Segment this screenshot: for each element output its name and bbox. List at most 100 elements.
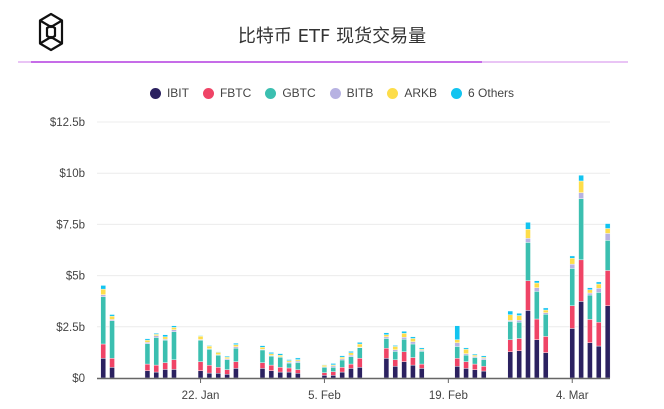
bar-segment-arkb[interactable]: Feb 13 ARKB: $0.16b [392,346,398,350]
bar-segment-fbtc[interactable]: Jan 29 FBTC: $0.28b [259,362,266,369]
bar-segment-bitb[interactable]: Mar 6 BITB: $0.1b [587,292,593,296]
bar-segment-arkb[interactable]: Feb 9 ARKB: $0.15b [357,343,363,348]
bar-segment-6-others[interactable]: Jan 12 6 Others: $0.08b [109,314,115,317]
bar-segment-gbtc[interactable]: Mar 1 GBTC: $1.08b [542,314,549,337]
bar-segment-arkb[interactable]: Feb 28 ARKB: $0.44b [525,229,531,239]
bar-segment-arkb[interactable]: Jan 23 ARKB: $0.13b [206,345,213,349]
bar-segment-fbtc[interactable]: Feb 2 FBTC: $0.18b [295,369,301,374]
bar-segment-ibit[interactable]: Mar 8 IBIT: $3.53b [604,305,611,379]
bar-segment-arkb[interactable]: Jan 18 ARKB: $0.11b [162,336,168,340]
bar-segment-6-others[interactable]: Feb 8 6 Others: $0.07b [348,351,354,354]
bar-segment-gbtc[interactable]: Feb 23 GBTC: $0.32b [481,359,487,367]
bar-segment-arkb[interactable]: Mar 4 ARKB: $0.29b [569,257,575,265]
bar-segment-gbtc[interactable]: Feb 29 GBTC: $1.35b [534,291,540,320]
bar-segment-fbtc[interactable]: Feb 26 FBTC: $0.59b [507,339,513,352]
bar-segment-gbtc[interactable]: Mar 6 GBTC: $1.19b [587,294,593,320]
bar-segment-ibit[interactable]: Feb 2 IBIT: $0.23b [295,373,301,379]
bar-segment-gbtc[interactable]: Jan 17 GBTC: $1.35b [153,337,159,366]
bar-segment-ibit[interactable]: Feb 29 IBIT: $1.87b [534,339,540,379]
bar-segment-gbtc[interactable]: Jan 25 GBTC: $0.48b [224,359,230,370]
bar-segment-gbtc[interactable]: Feb 20 GBTC: $0.58b [454,346,460,359]
bar-segment-fbtc[interactable]: Jan 17 FBTC: $0.34b [153,364,159,373]
bar-segment-gbtc[interactable]: Feb 13 GBTC: $0.41b [392,351,398,360]
bar-segment-arkb[interactable]: Feb 29 ARKB: $0.23b [534,282,540,288]
bar-segment-fbtc[interactable]: Jan 24 FBTC: $0.29b [215,367,221,374]
bar-segment-gbtc[interactable]: Mar 7 GBTC: $1.46b [596,292,602,323]
bar-segment-6-others[interactable]: Jan 16 6 Others: $0.07b [144,338,151,341]
bar-segment-6-others[interactable]: Feb 27 6 Others: $0.11b [516,313,522,316]
bar-segment-fbtc[interactable]: Jan 22 FBTC: $0.44b [197,361,204,371]
bar-segment-fbtc[interactable]: Mar 8 FBTC: $1.72b [604,270,611,306]
bar-segment-arkb[interactable]: Jan 22 ARKB: $0.16b [197,336,204,340]
bar-segment-bitb[interactable]: Feb 6 BITB: $0.07b [330,365,336,368]
bar-segment-gbtc[interactable]: Jan 30 GBTC: $0.44b [268,355,275,366]
bar-segment-arkb[interactable]: Mar 6 ARKB: $0.16b [587,289,593,294]
bar-segment-6-others[interactable]: Feb 29 6 Others: $0.11b [534,280,540,284]
bar-segment-gbtc[interactable]: Jan 31 GBTC: $0.49b [277,357,283,368]
bar-segment-6-others[interactable]: Mar 8 6 Others: $0.24b [604,223,611,229]
bar-segment-arkb[interactable]: Feb 1 ARKB: $0.07b [286,360,292,363]
bar-segment-gbtc[interactable]: Jan 12 GBTC: $1.84b [109,320,115,359]
bar-segment-fbtc[interactable]: Feb 22 FBTC: $0.27b [472,363,478,370]
bar-segment-gbtc[interactable]: Feb 7 GBTC: $0.36b [339,359,345,368]
bar-segment-fbtc[interactable]: Jan 31 FBTC: $0.23b [277,367,283,373]
bar-segment-6-others[interactable]: Feb 20 6 Others: $0.68b [454,325,460,340]
bar-segment-fbtc[interactable]: Feb 13 FBTC: $0.32b [392,359,398,367]
bar-segment-gbtc[interactable]: Feb 8 GBTC: $0.36b [348,356,354,365]
bar-segment-bitb[interactable]: Feb 8 BITB: $0.08b [348,354,354,357]
bar-segment-gbtc[interactable]: Feb 1 GBTC: $0.24b [286,362,292,369]
bar-segment-fbtc[interactable]: Feb 28 FBTC: $1.45b [525,280,531,311]
bar-segment-ibit[interactable]: Feb 8 IBIT: $0.47b [348,368,354,379]
bar-segment-ibit[interactable]: Feb 21 IBIT: $0.47b [463,368,469,379]
bar-segment-fbtc[interactable]: Feb 20 FBTC: $0.39b [454,358,460,367]
bar-segment-ibit[interactable]: Feb 15 IBIT: $0.63b [410,364,416,379]
bar-segment-ibit[interactable]: Feb 13 IBIT: $0.57b [392,366,398,379]
bar-segment-arkb[interactable]: Feb 22 ARKB: $0.07b [472,354,478,357]
bar-segment-ibit[interactable]: Feb 20 IBIT: $0.57b [454,366,460,379]
bar-segment-arkb[interactable]: Feb 14 ARKB: $0.19b [401,333,407,338]
bar-segment-gbtc[interactable]: Feb 14 GBTC: $0.61b [401,339,407,352]
bar-segment-6-others[interactable]: Jan 24 6 Others: $0.03b [215,351,221,353]
bar-segment-bitb[interactable]: Mar 4 BITB: $0.21b [569,263,575,269]
bar-segment-ibit[interactable]: Jan 29 IBIT: $0.47b [259,368,266,379]
bar-segment-gbtc[interactable]: Jan 16 GBTC: $0.99b [144,343,151,365]
bar-segment-bitb[interactable]: Feb 13 BITB: $0.08b [392,349,398,352]
bar-segment-6-others[interactable]: Feb 16 6 Others: $0.07b [419,347,425,350]
bar-segment-6-others[interactable]: Feb 15 6 Others: $0.08b [410,336,416,339]
bar-segment-ibit[interactable]: Feb 5 IBIT: $0.13b [321,375,328,379]
bar-segment-6-others[interactable]: Feb 21 6 Others: $0.07b [463,347,469,350]
bar-segment-arkb[interactable]: Jan 19 ARKB: $0.11b [171,327,177,330]
bar-segment-arkb[interactable]: Jan 30 ARKB: $0.08b [268,353,275,356]
bar-segment-bitb[interactable]: Feb 20 BITB: $0.18b [454,342,460,347]
bar-segment-6-others[interactable]: Jan 29 6 Others: $0.08b [259,345,266,348]
bar-segment-ibit[interactable]: Mar 6 IBIT: $1.72b [587,342,593,379]
bar-segment-fbtc[interactable]: Jan 19 FBTC: $0.47b [171,359,177,370]
bar-segment-fbtc[interactable]: Jan 23 FBTC: $0.38b [206,365,213,374]
bar-segment-ibit[interactable]: Feb 9 IBIT: $0.52b [357,367,363,379]
bar-segment-arkb[interactable]: Jan 25 ARKB: $0.07b [224,357,230,359]
bar-segment-bitb[interactable]: Jan 11 BITB: $0.1b [100,294,106,297]
bar-segment-bitb[interactable]: Feb 27 BITB: $0.1b [516,320,522,323]
bar-segment-fbtc[interactable]: Mar 7 FBTC: $1.16b [596,322,602,347]
bar-segment-arkb[interactable]: Jan 11 ARKB: $0.27b [100,288,106,295]
bar-segment-fbtc[interactable]: Feb 5 FBTC: $0.13b [321,372,328,376]
bar-segment-ibit[interactable]: Mar 5 IBIT: $3.74b [578,301,584,379]
bar-segment-arkb[interactable]: Jan 29 ARKB: $0.1b [259,347,266,350]
bar-segment-arkb[interactable]: Jan 26 ARKB: $0.1b [233,344,239,347]
bar-segment-ibit[interactable]: Feb 7 IBIT: $0.29b [339,371,345,379]
bar-segment-gbtc[interactable]: Jan 23 GBTC: $0.78b [206,349,213,366]
bar-segment-fbtc[interactable]: Jan 26 FBTC: $0.33b [233,361,239,369]
bar-segment-bitb[interactable]: Feb 28 BITB: $0.2b [525,238,531,243]
bar-segment-arkb[interactable]: Feb 5 ARKB: $0.07b [321,365,328,367]
bar-segment-ibit[interactable]: Feb 28 IBIT: $3.3b [525,310,531,379]
bar-segment-6-others[interactable]: Jan 22 6 Others: $0.03b [197,335,204,337]
bar-segment-arkb[interactable]: Feb 21 ARKB: $0.21b [463,349,469,354]
bar-segment-gbtc[interactable]: Mar 8 GBTC: $1.47b [604,240,611,271]
bar-segment-ibit[interactable]: Jan 24 IBIT: $0.23b [215,373,221,379]
bar-segment-bitb[interactable]: Feb 12 BITB: $0.08b [383,336,390,339]
bar-segment-fbtc[interactable]: Feb 14 FBTC: $0.48b [401,351,407,362]
bar-segment-gbtc[interactable]: Feb 21 GBTC: $0.32b [463,354,469,362]
bar-segment-gbtc[interactable]: Feb 22 GBTC: $0.32b [472,357,478,365]
bar-segment-6-others[interactable]: Feb 13 6 Others: $0.05b [392,345,398,347]
bar-segment-6-others[interactable]: Feb 28 6 Others: $0.34b [525,222,531,230]
